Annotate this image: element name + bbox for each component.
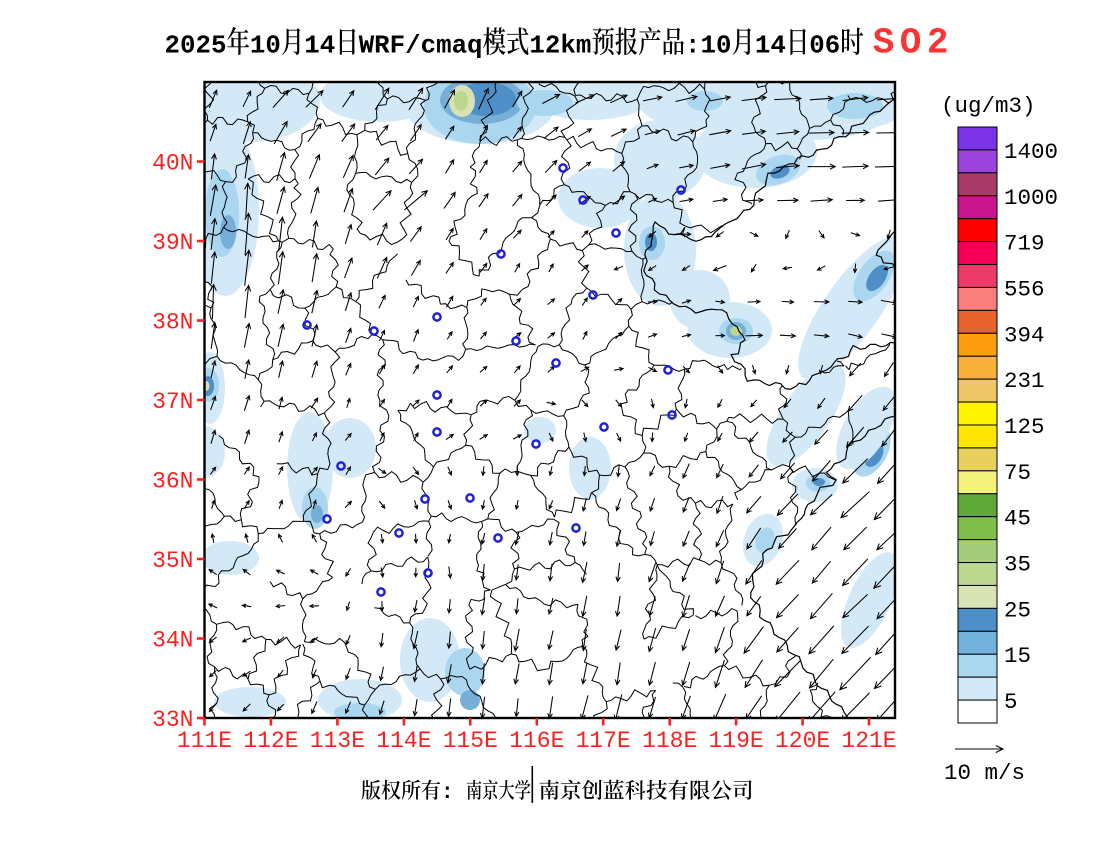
svg-text:394: 394 [1004,322,1045,348]
svg-text:06: 06 [809,32,840,61]
svg-text:120E: 120E [775,728,830,754]
svg-text:10 m/s: 10 m/s [944,760,1025,786]
svg-text:556: 556 [1004,277,1045,303]
svg-text:2025: 2025 [165,32,227,61]
svg-text:125: 125 [1004,414,1045,440]
svg-text:113E: 113E [310,728,365,754]
svg-text:119E: 119E [708,728,763,754]
svg-text:45: 45 [1004,506,1031,532]
svg-text:118E: 118E [642,728,697,754]
svg-text:10: 10 [701,32,732,61]
svg-text:111E: 111E [177,728,232,754]
svg-text:25: 25 [1004,597,1031,623]
svg-text:112E: 112E [243,728,298,754]
svg-text:12km: 12km [529,32,591,61]
svg-text:121E: 121E [841,728,896,754]
svg-text:15: 15 [1004,643,1031,669]
svg-text:WRF/cmaq: WRF/cmaq [359,32,483,61]
svg-text:231: 231 [1004,368,1045,394]
svg-text:40N: 40N [152,151,193,177]
svg-text::: : [685,32,700,61]
svg-text:117E: 117E [576,728,631,754]
svg-text:39N: 39N [152,230,193,256]
svg-text:33N: 33N [152,707,193,733]
svg-text:5: 5 [1004,689,1018,715]
svg-text:114E: 114E [376,728,431,754]
svg-text:1000: 1000 [1004,185,1058,211]
svg-text::: : [441,782,454,805]
svg-text:115E: 115E [443,728,498,754]
svg-text:35N: 35N [152,548,193,574]
svg-text:38N: 38N [152,310,193,336]
svg-text:36N: 36N [152,469,193,495]
svg-text:14: 14 [755,32,786,61]
svg-text:10: 10 [250,32,281,61]
svg-text:34N: 34N [152,628,193,654]
svg-text:14: 14 [304,32,335,61]
svg-text:75: 75 [1004,460,1031,486]
svg-text:1400: 1400 [1004,139,1058,165]
svg-text:35: 35 [1004,552,1031,578]
svg-text:116E: 116E [509,728,564,754]
svg-text:SO2: SO2 [873,23,954,64]
svg-text:37N: 37N [152,389,193,415]
svg-text:719: 719 [1004,231,1045,257]
svg-text:(ug/m3): (ug/m3) [941,93,1036,119]
